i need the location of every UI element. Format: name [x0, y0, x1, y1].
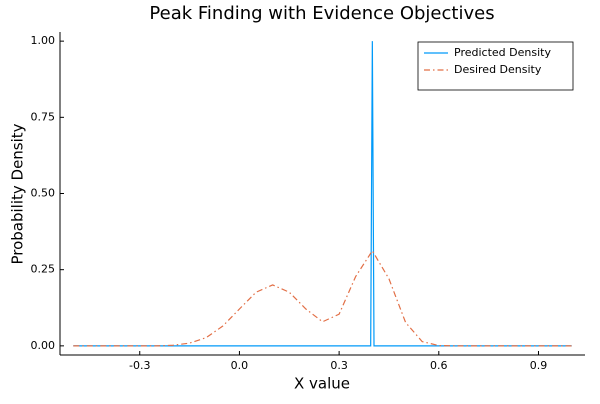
- x-tick-label: 0.9: [530, 359, 548, 372]
- x-tick-label: 0.3: [330, 359, 348, 372]
- legend-box: [417, 41, 574, 91]
- x-tick-label: 0.0: [231, 359, 249, 372]
- y-tick-label: 0.75: [31, 110, 56, 123]
- y-axis-label: Probability Density: [9, 123, 27, 264]
- legend-label: Predicted Density: [454, 46, 551, 59]
- y-tick-label: 0.00: [31, 339, 56, 352]
- y-tick-label: 0.25: [31, 263, 56, 276]
- x-tick-label: -0.3: [129, 359, 150, 372]
- series-line: [73, 249, 572, 347]
- y-tick-label: 0.50: [31, 187, 56, 200]
- y-tick-label: 1.00: [31, 34, 56, 47]
- x-tick-label: 0.6: [430, 359, 448, 372]
- chart-title: Peak Finding with Evidence Objectives: [149, 3, 494, 24]
- x-axis-label: X value: [294, 375, 350, 393]
- legend-label: Desired Density: [454, 63, 542, 76]
